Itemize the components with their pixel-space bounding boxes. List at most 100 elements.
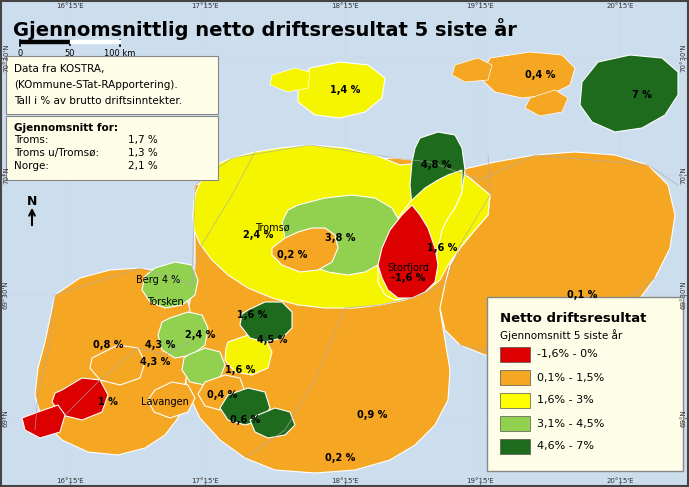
- Polygon shape: [220, 388, 270, 425]
- Text: 0,1% - 1,5%: 0,1% - 1,5%: [537, 373, 604, 382]
- Polygon shape: [52, 378, 108, 420]
- Text: 69°30'N: 69°30'N: [680, 281, 686, 309]
- Polygon shape: [22, 405, 65, 438]
- Text: 2,4 %: 2,4 %: [185, 330, 215, 340]
- Text: 17°15'E: 17°15'E: [191, 478, 219, 484]
- Text: 17°15'E: 17°15'E: [191, 3, 219, 9]
- Polygon shape: [440, 152, 675, 358]
- Polygon shape: [378, 170, 462, 300]
- Text: 16°15'E: 16°15'E: [56, 478, 84, 484]
- Text: Troms u/Tromsø:: Troms u/Tromsø:: [14, 148, 99, 158]
- FancyBboxPatch shape: [6, 116, 218, 180]
- Polygon shape: [35, 268, 192, 455]
- FancyBboxPatch shape: [500, 370, 530, 385]
- Text: 100 km: 100 km: [104, 49, 136, 58]
- Text: 1,6 %: 1,6 %: [426, 243, 457, 253]
- Polygon shape: [452, 58, 492, 82]
- Text: Troms:: Troms:: [14, 135, 48, 145]
- Text: N: N: [27, 195, 37, 208]
- Text: 3,8 %: 3,8 %: [325, 233, 356, 243]
- Polygon shape: [142, 262, 198, 308]
- Text: 7 %: 7 %: [632, 90, 652, 100]
- Text: 16°15'E: 16°15'E: [56, 3, 84, 9]
- Text: 18°15'E: 18°15'E: [331, 3, 359, 9]
- Text: 69°N: 69°N: [680, 409, 686, 427]
- FancyBboxPatch shape: [6, 56, 218, 114]
- Text: Storfjord: Storfjord: [387, 263, 429, 273]
- Text: Torsken: Torsken: [147, 297, 183, 307]
- Polygon shape: [148, 382, 195, 418]
- Text: 4,3 %: 4,3 %: [140, 357, 170, 367]
- Text: Berg 4 %: Berg 4 %: [136, 275, 180, 285]
- Text: 69°30'N: 69°30'N: [3, 281, 9, 309]
- Text: 69°N: 69°N: [3, 409, 9, 427]
- Polygon shape: [183, 158, 490, 473]
- Text: 1 %: 1 %: [98, 397, 118, 407]
- Text: 0,6 %: 0,6 %: [230, 415, 260, 425]
- Text: 4,6% - 7%: 4,6% - 7%: [537, 442, 594, 451]
- Text: 4,8 %: 4,8 %: [421, 160, 451, 170]
- Text: 0,4 %: 0,4 %: [207, 390, 237, 400]
- Text: Gjennomsnitt 5 siste år: Gjennomsnitt 5 siste år: [500, 329, 622, 341]
- FancyBboxPatch shape: [500, 416, 530, 431]
- Text: 0: 0: [17, 49, 23, 58]
- FancyBboxPatch shape: [500, 393, 530, 408]
- Polygon shape: [250, 408, 295, 438]
- Text: -1,6 %: -1,6 %: [391, 273, 425, 283]
- Polygon shape: [282, 195, 400, 275]
- Text: 0,4 %: 0,4 %: [525, 70, 555, 80]
- Text: Gjennomsnitt for:: Gjennomsnitt for:: [14, 123, 118, 133]
- Text: 70°N: 70°N: [3, 166, 9, 184]
- Polygon shape: [158, 312, 208, 358]
- Polygon shape: [272, 228, 338, 272]
- FancyBboxPatch shape: [487, 297, 683, 471]
- Text: 0,2 %: 0,2 %: [325, 453, 356, 463]
- Text: 1,4 %: 1,4 %: [330, 85, 360, 95]
- Text: 70°30'N: 70°30'N: [3, 44, 9, 72]
- Polygon shape: [480, 52, 575, 98]
- Polygon shape: [270, 68, 310, 92]
- Polygon shape: [90, 345, 145, 385]
- Text: 0,9 %: 0,9 %: [357, 410, 387, 420]
- Text: 50: 50: [65, 49, 75, 58]
- Polygon shape: [378, 205, 438, 298]
- Text: 18°15'E: 18°15'E: [331, 478, 359, 484]
- Text: Gjennomsnittlig netto driftsresultat 5 siste år: Gjennomsnittlig netto driftsresultat 5 s…: [13, 18, 517, 40]
- Text: 1,7 %: 1,7 %: [128, 135, 158, 145]
- Polygon shape: [410, 132, 465, 222]
- Text: 1,6 %: 1,6 %: [225, 365, 255, 375]
- Text: 1,3 %: 1,3 %: [128, 148, 158, 158]
- Text: 70°N: 70°N: [680, 166, 686, 184]
- Text: Data fra KOSTRA,: Data fra KOSTRA,: [14, 64, 104, 74]
- Text: 0,8 %: 0,8 %: [93, 340, 123, 350]
- Polygon shape: [198, 375, 245, 410]
- Text: 20°15'E: 20°15'E: [606, 3, 634, 9]
- Polygon shape: [580, 55, 678, 132]
- Text: 4,5 %: 4,5 %: [257, 335, 287, 345]
- Text: 19°15'E: 19°15'E: [466, 478, 494, 484]
- Text: Netto driftsresultat: Netto driftsresultat: [500, 312, 646, 325]
- Text: Lavangen: Lavangen: [141, 397, 189, 407]
- Text: -1,6% - 0%: -1,6% - 0%: [537, 350, 598, 359]
- Text: 20°15'E: 20°15'E: [606, 478, 634, 484]
- Text: 70°30'N: 70°30'N: [680, 44, 686, 72]
- Polygon shape: [298, 62, 385, 118]
- Text: Tromsø: Tromsø: [255, 223, 289, 233]
- Text: Norge:: Norge:: [14, 161, 49, 171]
- Polygon shape: [225, 335, 272, 375]
- Text: 19°15'E: 19°15'E: [466, 3, 494, 9]
- Text: 2,1 %: 2,1 %: [128, 161, 158, 171]
- Text: 4,3 %: 4,3 %: [145, 340, 175, 350]
- Polygon shape: [240, 302, 292, 342]
- Polygon shape: [193, 145, 490, 308]
- Polygon shape: [525, 90, 568, 116]
- Text: 0,1 %: 0,1 %: [567, 290, 597, 300]
- Text: 2,4 %: 2,4 %: [243, 230, 273, 240]
- Text: 1,6% - 3%: 1,6% - 3%: [537, 395, 594, 406]
- Text: (KOmmune-STat-RApportering).: (KOmmune-STat-RApportering).: [14, 80, 178, 90]
- Text: Tall i % av brutto driftsinntekter.: Tall i % av brutto driftsinntekter.: [14, 96, 182, 106]
- FancyBboxPatch shape: [500, 439, 530, 454]
- Polygon shape: [182, 348, 225, 385]
- Text: 1,6 %: 1,6 %: [237, 310, 267, 320]
- Text: 0,2 %: 0,2 %: [277, 250, 307, 260]
